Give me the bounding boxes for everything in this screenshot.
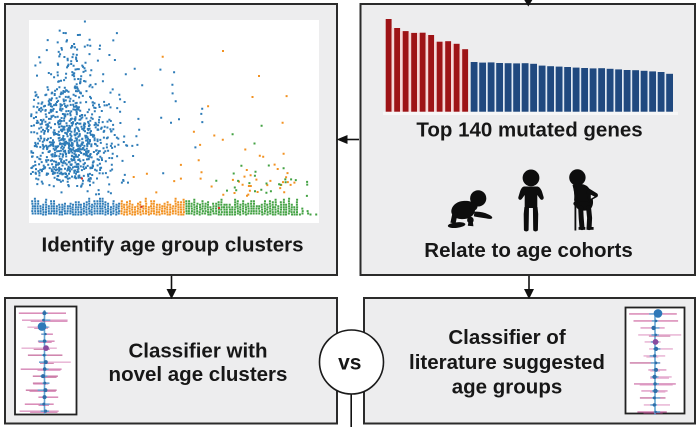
svg-text:Top 140 mutated genes: Top 140 mutated genes <box>416 119 642 142</box>
svg-text:Identify age group clusters: Identify age group clusters <box>42 234 304 257</box>
svg-text:Classifier with: Classifier with <box>129 340 268 363</box>
svg-text:age groups: age groups <box>452 376 563 399</box>
svg-text:literature suggested: literature suggested <box>409 351 605 374</box>
svg-text:Relate to age cohorts: Relate to age cohorts <box>424 239 632 262</box>
svg-text:vs: vs <box>338 352 361 375</box>
svg-text:Classifier of: Classifier of <box>448 326 566 349</box>
svg-text:novel age clusters: novel age clusters <box>109 363 288 386</box>
